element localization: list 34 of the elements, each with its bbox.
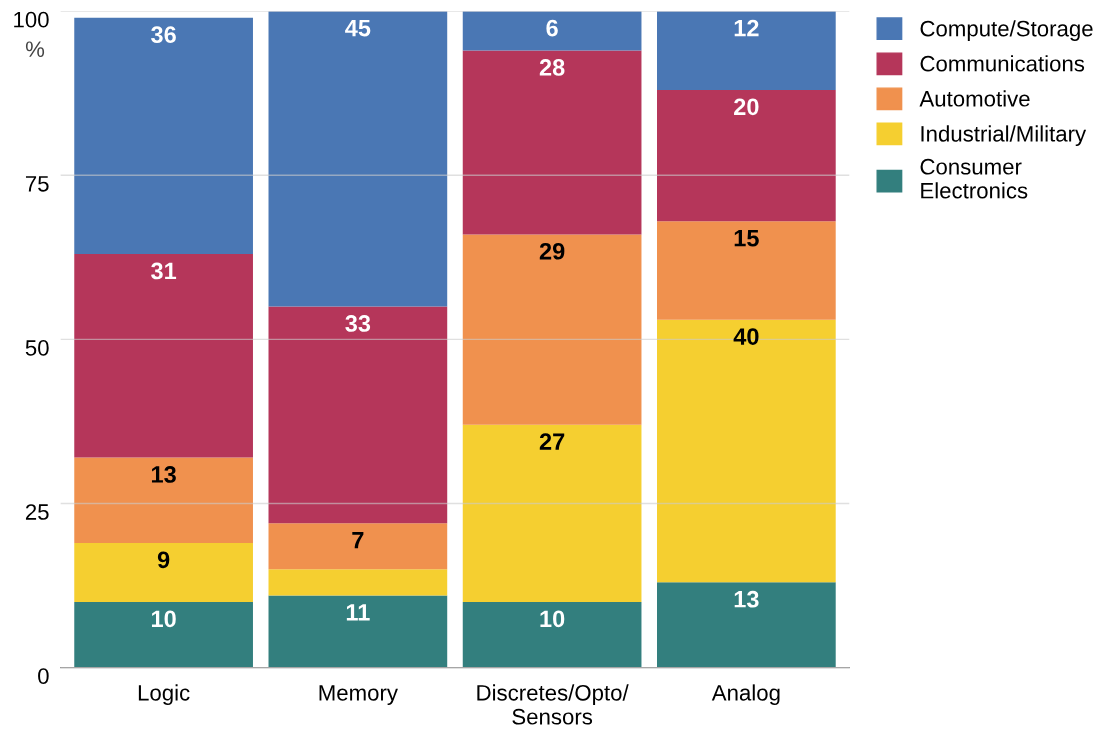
- x-tick-label: Logic: [138, 684, 190, 706]
- data-label: 28: [539, 59, 565, 76]
- data-label: 11: [346, 604, 370, 621]
- data-label: 40: [733, 328, 759, 345]
- data-label: 45: [345, 19, 371, 37]
- data-label: 29: [539, 242, 565, 260]
- data-label: 36: [151, 26, 176, 44]
- data-label: 13: [734, 590, 759, 608]
- data-label: 33: [345, 315, 371, 332]
- x-tick-label: Memory: [319, 685, 398, 706]
- x-tick-label: Discretes/Opto/ Sensors: [477, 684, 629, 725]
- data-label: 31: [151, 262, 177, 280]
- y-tick-label: 25: [25, 504, 49, 520]
- legend-label: Communications: [920, 55, 1085, 72]
- data-label: 13: [151, 466, 176, 483]
- data-label: 7: [352, 531, 364, 549]
- y-tick-label: 50: [25, 340, 49, 356]
- data-label: 9: [157, 551, 170, 569]
- y-tick-label: 0: [38, 668, 49, 684]
- legend-label: Automotive: [919, 90, 1030, 107]
- legend-label: Consumer Electronics: [920, 158, 1028, 199]
- data-label: 6: [546, 19, 558, 37]
- y-tick-label: 75: [25, 176, 49, 192]
- data-label: 20: [734, 98, 759, 116]
- data-label: 10: [540, 610, 565, 628]
- data-label: 15: [734, 230, 759, 247]
- legend-label: Industrial/Military: [921, 125, 1087, 147]
- data-label: 12: [734, 19, 759, 37]
- data-label: 10: [151, 610, 176, 628]
- legend-label: Compute/Storage: [920, 20, 1093, 41]
- x-tick-label: Analog: [711, 684, 780, 706]
- y-axis-title: %: [25, 41, 45, 57]
- data-label: 27: [539, 433, 565, 450]
- y-tick-label: 100: [14, 11, 49, 28]
